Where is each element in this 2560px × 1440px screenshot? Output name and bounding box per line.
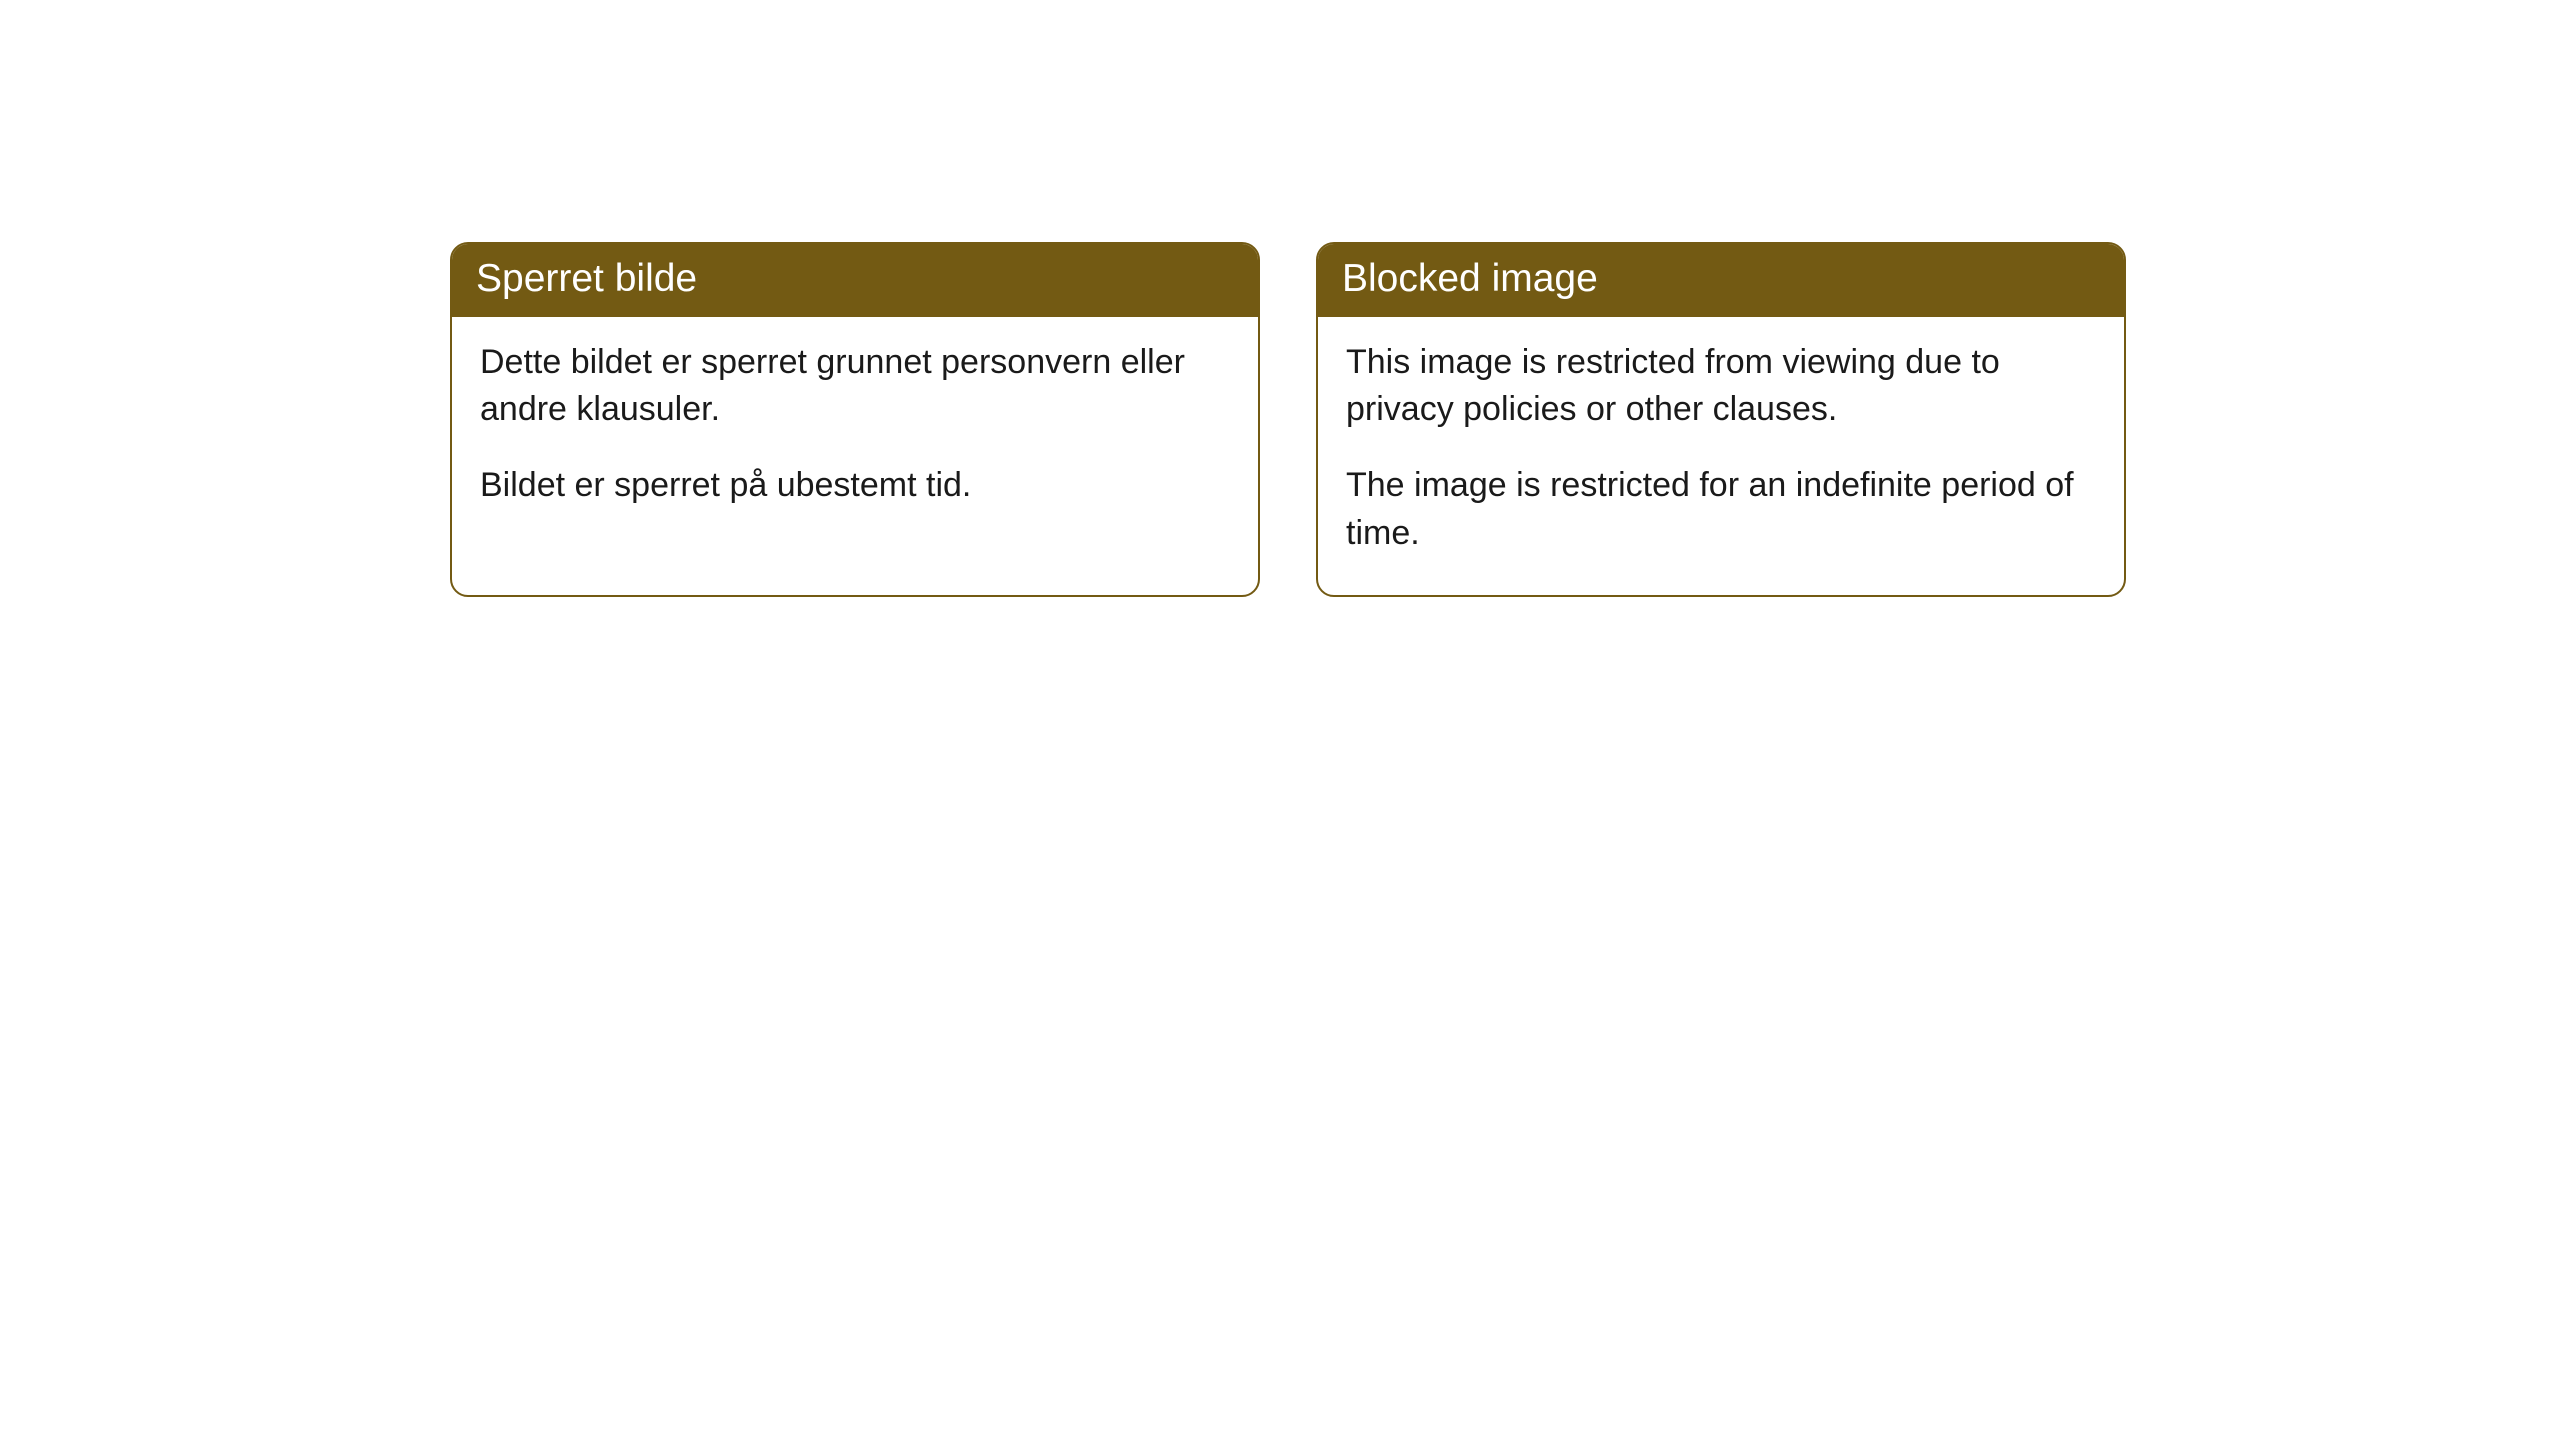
card-header-en: Blocked image — [1318, 244, 2124, 317]
card-header-no: Sperret bilde — [452, 244, 1258, 317]
blocked-image-card-no: Sperret bilde Dette bildet er sperret gr… — [450, 242, 1260, 597]
card-paragraph-1-no: Dette bildet er sperret grunnet personve… — [480, 339, 1230, 434]
card-body-en: This image is restricted from viewing du… — [1318, 317, 2124, 595]
card-paragraph-2-no: Bildet er sperret på ubestemt tid. — [480, 462, 1230, 510]
blocked-image-card-en: Blocked image This image is restricted f… — [1316, 242, 2126, 597]
card-paragraph-1-en: This image is restricted from viewing du… — [1346, 339, 2096, 434]
card-body-no: Dette bildet er sperret grunnet personve… — [452, 317, 1258, 548]
card-paragraph-2-en: The image is restricted for an indefinit… — [1346, 462, 2096, 557]
card-container: Sperret bilde Dette bildet er sperret gr… — [0, 0, 2560, 597]
